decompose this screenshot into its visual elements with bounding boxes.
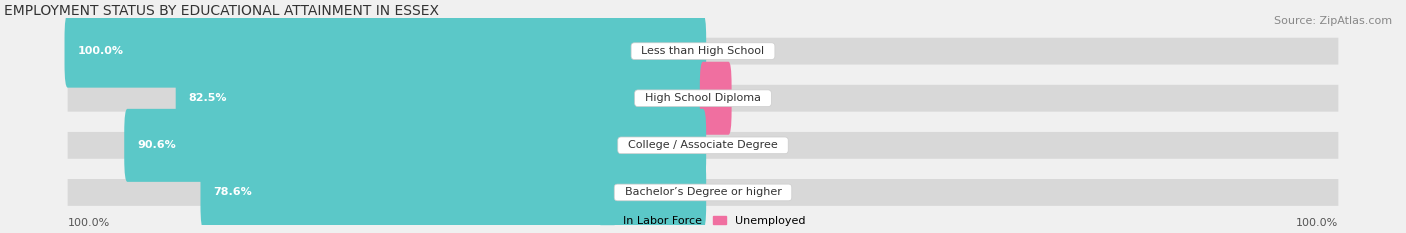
FancyBboxPatch shape bbox=[67, 85, 1339, 112]
FancyBboxPatch shape bbox=[67, 179, 1339, 206]
FancyBboxPatch shape bbox=[124, 109, 706, 182]
FancyBboxPatch shape bbox=[201, 156, 706, 229]
Text: 78.6%: 78.6% bbox=[214, 187, 252, 197]
Text: Less than High School: Less than High School bbox=[634, 46, 772, 56]
Text: Bachelor’s Degree or higher: Bachelor’s Degree or higher bbox=[617, 187, 789, 197]
FancyBboxPatch shape bbox=[67, 38, 1339, 65]
Text: Source: ZipAtlas.com: Source: ZipAtlas.com bbox=[1274, 16, 1392, 26]
FancyBboxPatch shape bbox=[700, 62, 731, 135]
Text: 4.0%: 4.0% bbox=[741, 93, 769, 103]
Text: 0.0%: 0.0% bbox=[716, 46, 744, 56]
Text: 0.0%: 0.0% bbox=[716, 187, 744, 197]
Text: EMPLOYMENT STATUS BY EDUCATIONAL ATTAINMENT IN ESSEX: EMPLOYMENT STATUS BY EDUCATIONAL ATTAINM… bbox=[4, 4, 439, 18]
FancyBboxPatch shape bbox=[67, 132, 1339, 159]
Text: High School Diploma: High School Diploma bbox=[638, 93, 768, 103]
Text: 100.0%: 100.0% bbox=[77, 46, 124, 56]
Text: College / Associate Degree: College / Associate Degree bbox=[621, 140, 785, 150]
Text: 100.0%: 100.0% bbox=[67, 218, 110, 228]
FancyBboxPatch shape bbox=[176, 62, 706, 135]
Text: 0.0%: 0.0% bbox=[716, 140, 744, 150]
Text: 100.0%: 100.0% bbox=[1296, 218, 1339, 228]
Text: 82.5%: 82.5% bbox=[188, 93, 226, 103]
FancyBboxPatch shape bbox=[65, 15, 706, 88]
Text: 90.6%: 90.6% bbox=[136, 140, 176, 150]
Legend: In Labor Force, Unemployed: In Labor Force, Unemployed bbox=[596, 211, 810, 230]
